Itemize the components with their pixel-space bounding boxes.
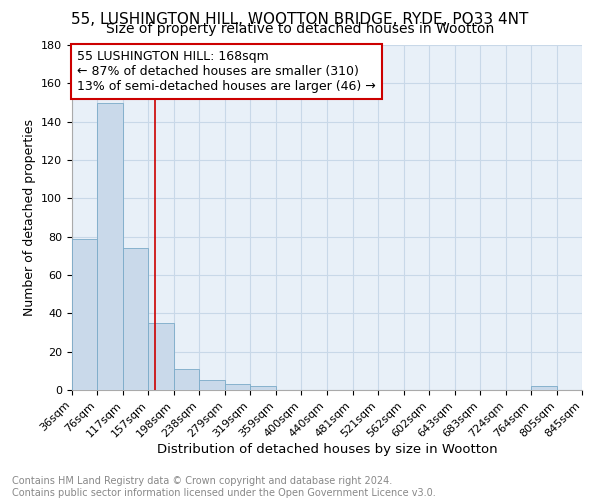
Bar — [199, 380, 225, 390]
Text: Size of property relative to detached houses in Wootton: Size of property relative to detached ho… — [106, 22, 494, 36]
Bar — [225, 384, 250, 390]
Bar — [148, 323, 174, 390]
Bar — [72, 238, 97, 390]
Bar — [250, 386, 275, 390]
Bar — [531, 386, 557, 390]
Text: 55 LUSHINGTON HILL: 168sqm
← 87% of detached houses are smaller (310)
13% of sem: 55 LUSHINGTON HILL: 168sqm ← 87% of deta… — [77, 50, 376, 93]
Bar — [123, 248, 148, 390]
X-axis label: Distribution of detached houses by size in Wootton: Distribution of detached houses by size … — [157, 443, 497, 456]
Bar — [174, 369, 199, 390]
Text: Contains HM Land Registry data © Crown copyright and database right 2024.
Contai: Contains HM Land Registry data © Crown c… — [12, 476, 436, 498]
Y-axis label: Number of detached properties: Number of detached properties — [23, 119, 35, 316]
Bar — [97, 102, 123, 390]
Text: 55, LUSHINGTON HILL, WOOTTON BRIDGE, RYDE, PO33 4NT: 55, LUSHINGTON HILL, WOOTTON BRIDGE, RYD… — [71, 12, 529, 28]
